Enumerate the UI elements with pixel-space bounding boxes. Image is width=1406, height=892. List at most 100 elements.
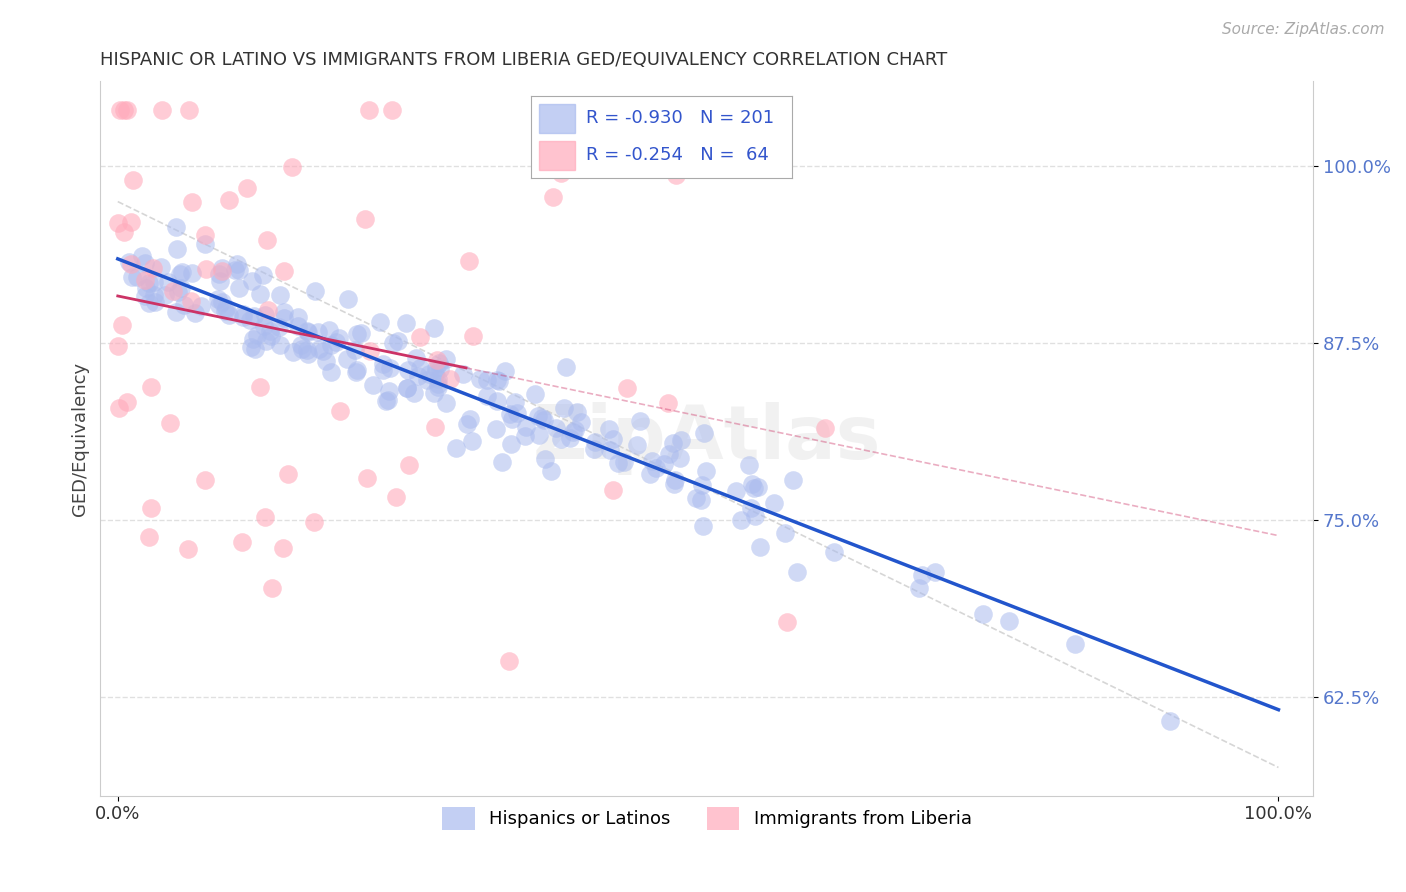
- Point: [346, 363, 368, 377]
- Point: [238, 312, 260, 326]
- Point: [664, 474, 686, 488]
- Point: [111, 318, 134, 332]
- Point: [226, 257, 249, 271]
- Point: [297, 326, 319, 340]
- Point: [690, 492, 713, 507]
- Point: [180, 194, 202, 209]
- Point: [468, 372, 491, 386]
- Point: [344, 365, 367, 379]
- Point: [408, 330, 430, 344]
- Point: [307, 325, 329, 339]
- Point: [240, 340, 263, 354]
- Point: [488, 374, 510, 388]
- Point: [249, 380, 271, 394]
- Point: [291, 342, 314, 356]
- Point: [524, 387, 547, 401]
- Point: [295, 324, 318, 338]
- Point: [125, 269, 148, 284]
- Point: [155, 288, 177, 302]
- Point: [491, 455, 513, 469]
- Point: [112, 225, 135, 239]
- Point: [208, 298, 231, 312]
- Point: [194, 237, 217, 252]
- Point: [583, 434, 606, 449]
- Point: [235, 181, 257, 195]
- Point: [540, 464, 562, 478]
- Point: [526, 409, 548, 423]
- Point: [814, 421, 837, 435]
- Point: [308, 342, 330, 356]
- Point: [747, 480, 769, 494]
- Point: [165, 305, 187, 319]
- Point: [329, 404, 352, 418]
- Text: Source: ZipAtlas.com: Source: ZipAtlas.com: [1222, 22, 1385, 37]
- Point: [741, 477, 763, 491]
- Point: [143, 275, 166, 289]
- Point: [156, 275, 179, 289]
- Point: [269, 338, 291, 352]
- Point: [325, 334, 347, 349]
- Point: [242, 309, 264, 323]
- Point: [315, 354, 337, 368]
- Point: [145, 295, 167, 310]
- Point: [269, 288, 291, 302]
- Point: [458, 254, 481, 268]
- Point: [138, 530, 160, 544]
- Point: [253, 308, 276, 322]
- Point: [641, 453, 664, 467]
- Point: [287, 310, 309, 325]
- Point: [730, 513, 752, 527]
- Point: [371, 363, 394, 377]
- Point: [409, 360, 432, 375]
- Point: [1159, 714, 1181, 728]
- Point: [162, 284, 184, 298]
- Point: [107, 216, 129, 230]
- Point: [555, 359, 578, 374]
- Point: [515, 429, 537, 443]
- Point: [260, 329, 283, 343]
- Point: [398, 458, 420, 472]
- Point: [456, 417, 478, 431]
- Point: [740, 501, 762, 516]
- Point: [169, 267, 191, 281]
- Point: [782, 474, 804, 488]
- Point: [434, 352, 457, 367]
- Point: [602, 483, 624, 497]
- Point: [346, 326, 368, 341]
- Point: [692, 519, 714, 533]
- Point: [406, 368, 429, 383]
- Point: [259, 324, 281, 338]
- Point: [131, 249, 153, 263]
- Point: [377, 392, 399, 407]
- Point: [671, 434, 693, 448]
- Point: [546, 421, 568, 435]
- Point: [426, 372, 449, 386]
- Point: [273, 263, 295, 277]
- Point: [662, 435, 685, 450]
- Point: [638, 467, 661, 481]
- Point: [281, 345, 304, 359]
- Point: [652, 457, 675, 471]
- Point: [179, 293, 201, 308]
- Point: [254, 334, 277, 348]
- Point: [693, 425, 716, 440]
- Point: [426, 377, 449, 392]
- Y-axis label: GED/Equivalency: GED/Equivalency: [72, 361, 89, 516]
- Point: [427, 356, 450, 370]
- Point: [775, 526, 797, 541]
- Point: [423, 420, 446, 434]
- Point: [553, 401, 575, 416]
- Point: [429, 361, 451, 376]
- Point: [396, 382, 419, 396]
- Point: [645, 460, 668, 475]
- Point: [232, 310, 254, 324]
- Point: [287, 319, 309, 334]
- Point: [281, 160, 304, 174]
- Point: [527, 428, 550, 442]
- Point: [823, 545, 845, 559]
- Point: [208, 274, 231, 288]
- Point: [616, 381, 638, 395]
- Point: [228, 263, 250, 277]
- Point: [177, 103, 200, 117]
- Point: [257, 303, 280, 318]
